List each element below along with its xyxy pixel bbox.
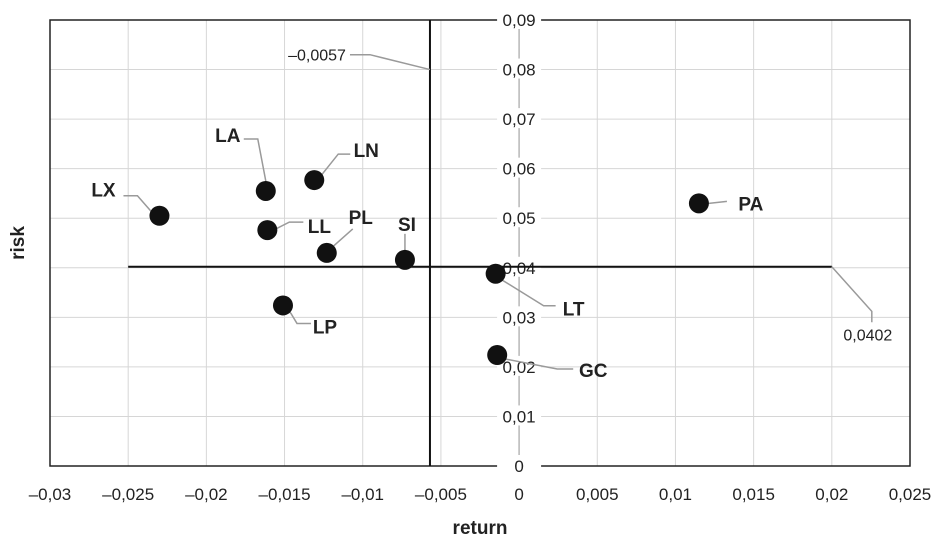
point-label-ll: LL <box>308 217 332 238</box>
x-axis-title: return <box>453 518 508 539</box>
y-tick-label: 0,07 <box>503 110 536 129</box>
point-label-lx: LX <box>91 181 116 202</box>
y-tick-label-bg <box>497 306 542 327</box>
point-label-la: LA <box>215 126 241 147</box>
y-tick-label: 0,04 <box>503 259 536 278</box>
y-tick-label: 0,06 <box>503 160 536 179</box>
point-ll <box>257 220 278 241</box>
y-tick-label: 0,03 <box>503 308 536 327</box>
y-tick-label: 0,02 <box>503 358 536 377</box>
reference-lines <box>128 20 832 466</box>
vertical-reference-leader <box>349 53 431 71</box>
point-leader-lt <box>495 273 556 307</box>
point-labels: –0,0057 0,0402 LX LA LN LL PL SI LT LP GC PA <box>91 48 892 382</box>
point-gc <box>487 344 508 365</box>
x-tick-label: 0 <box>514 485 523 504</box>
x-tick-label: –0,03 <box>29 485 72 504</box>
point-label-lp: LP <box>313 317 338 338</box>
point-label-pa: PA <box>738 194 763 215</box>
point-lx <box>149 205 170 226</box>
gridlines <box>49 19 911 467</box>
y-tick-label-bg <box>497 157 542 178</box>
y-tick-label-bg <box>497 405 542 426</box>
y-axis-title: risk <box>8 226 29 260</box>
point-ln <box>304 170 325 191</box>
x-tick-label: 0,02 <box>815 485 848 504</box>
point-label-ln: LN <box>354 141 379 162</box>
y-tick-label-bg <box>497 207 542 228</box>
x-tick-labels: –0,03 –0,025 –0,02 –0,015 –0,01 –0,005 0 0,005 0… <box>29 485 932 504</box>
y-tick-label: 0,09 <box>503 11 536 30</box>
y-tick-label: 0,08 <box>503 61 536 80</box>
x-tick-label: –0,01 <box>341 485 384 504</box>
x-tick-label: 0,025 <box>889 485 932 504</box>
vertical-reference-label: –0,0057 <box>288 48 346 65</box>
point-pa <box>688 193 709 214</box>
horizontal-reference-label: 0,0402 <box>843 328 892 345</box>
point-pl <box>316 242 337 263</box>
point-label-gc: GC <box>579 361 608 382</box>
point-label-lt: LT <box>563 300 585 321</box>
x-tick-label: –0,02 <box>185 485 228 504</box>
y-tick-labels: 0 0,01 0,02 0,03 0,04 0,05 0,06 0,07 0,08 0,09 <box>497 9 542 476</box>
x-tick-label: –0,025 <box>102 485 154 504</box>
point-la <box>255 180 276 201</box>
point-label-pl: PL <box>349 208 374 229</box>
y-tick-label-bg <box>497 9 542 29</box>
x-tick-label: 0,01 <box>659 485 692 504</box>
horizontal-reference-leader <box>831 266 873 323</box>
point-label-si: SI <box>398 215 416 236</box>
data-points <box>149 170 709 365</box>
y-tick-label: 0,05 <box>503 209 536 228</box>
y-tick-label-bg <box>497 355 542 376</box>
y-tick-label: 0 <box>514 457 523 476</box>
y-tick-label-bg <box>497 455 542 475</box>
y-tick-label-bg <box>497 58 542 79</box>
plot-frame <box>49 19 911 467</box>
x-tick-label: 0,015 <box>732 485 775 504</box>
x-tick-label: –0,015 <box>259 485 311 504</box>
x-tick-label: –0,005 <box>415 485 467 504</box>
point-lt <box>485 263 506 284</box>
point-si <box>394 249 415 270</box>
y-tick-label: 0,01 <box>503 407 536 426</box>
x-tick-label: 0,005 <box>576 485 619 504</box>
y-tick-label-bg <box>497 108 542 129</box>
point-lp <box>272 295 293 316</box>
